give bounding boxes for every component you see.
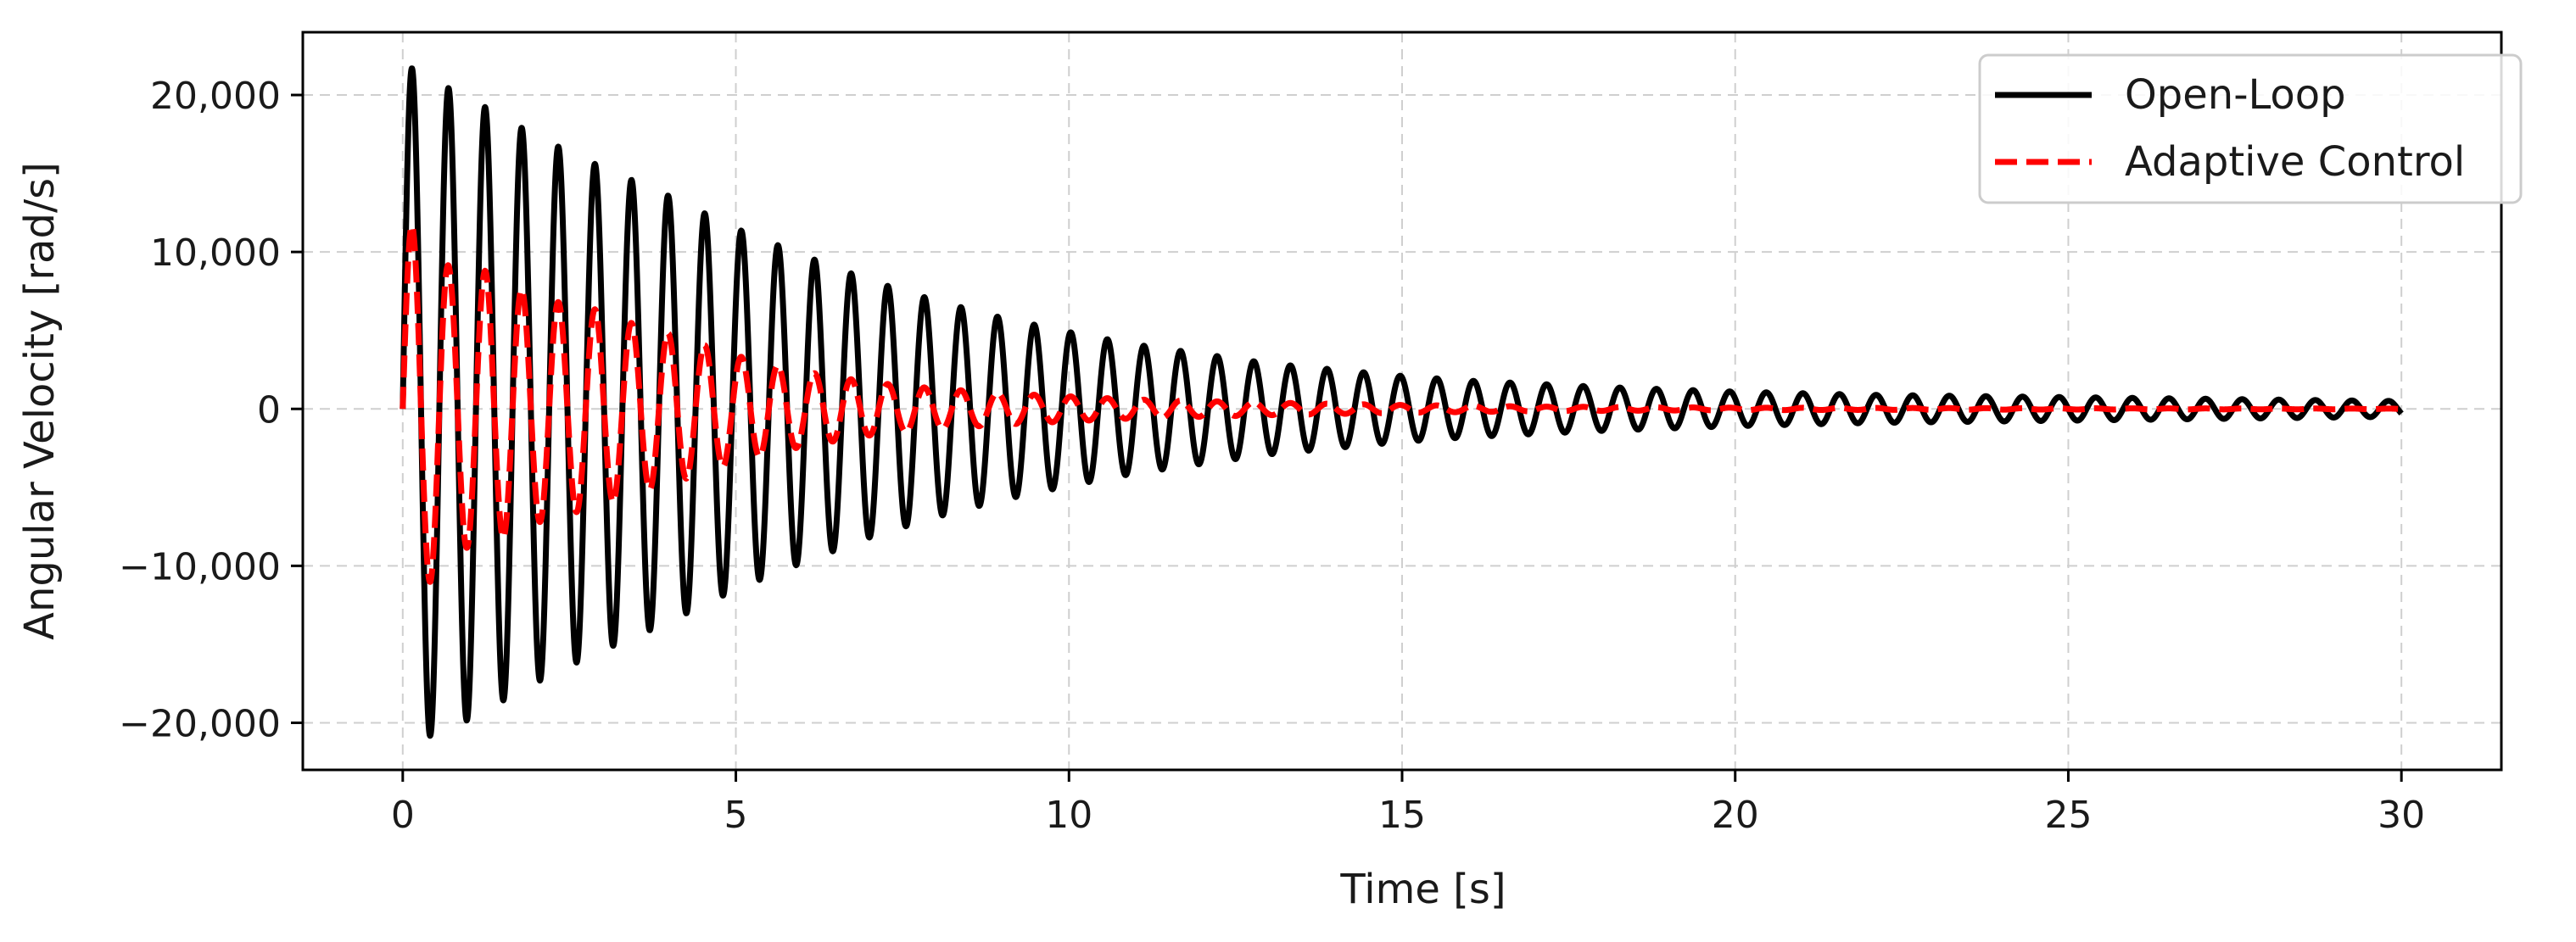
series-layer: [400, 65, 2405, 739]
y-tick-label: −10,000: [119, 545, 281, 588]
x-tick-label: 25: [2044, 794, 2092, 837]
x-tick-label: 30: [2378, 794, 2425, 837]
y-tick-label: 0: [257, 388, 281, 432]
y-tick-label: −20,000: [119, 702, 281, 745]
legend: Open-Loop Adaptive Control: [1978, 53, 2523, 204]
axis-ticks: 0 5 10 15 20 25 30 20,000 10,000 0 −10,000 −20,000: [119, 75, 2425, 837]
series-line-adaptive-control: [400, 222, 2405, 585]
grid-lines: [303, 32, 2501, 770]
legend-label-open-loop: Open-Loop: [2125, 71, 2346, 119]
x-tick-label: 20: [1712, 794, 1759, 837]
legend-box: [1978, 53, 2523, 204]
x-tick-label: 5: [724, 794, 748, 837]
x-axis-label: Time [s]: [1339, 866, 1506, 913]
y-tick-label: 20,000: [150, 75, 281, 118]
y-tick-label: 10,000: [150, 231, 281, 275]
x-tick-label: 15: [1378, 794, 1426, 837]
y-axis-label: Angular Velocity [rad/s]: [16, 162, 64, 640]
legend-label-adaptive-control: Adaptive Control: [2125, 138, 2465, 186]
x-tick-label: 10: [1045, 794, 1092, 837]
x-tick-label: 0: [391, 794, 415, 837]
plot-area: [400, 65, 2405, 739]
